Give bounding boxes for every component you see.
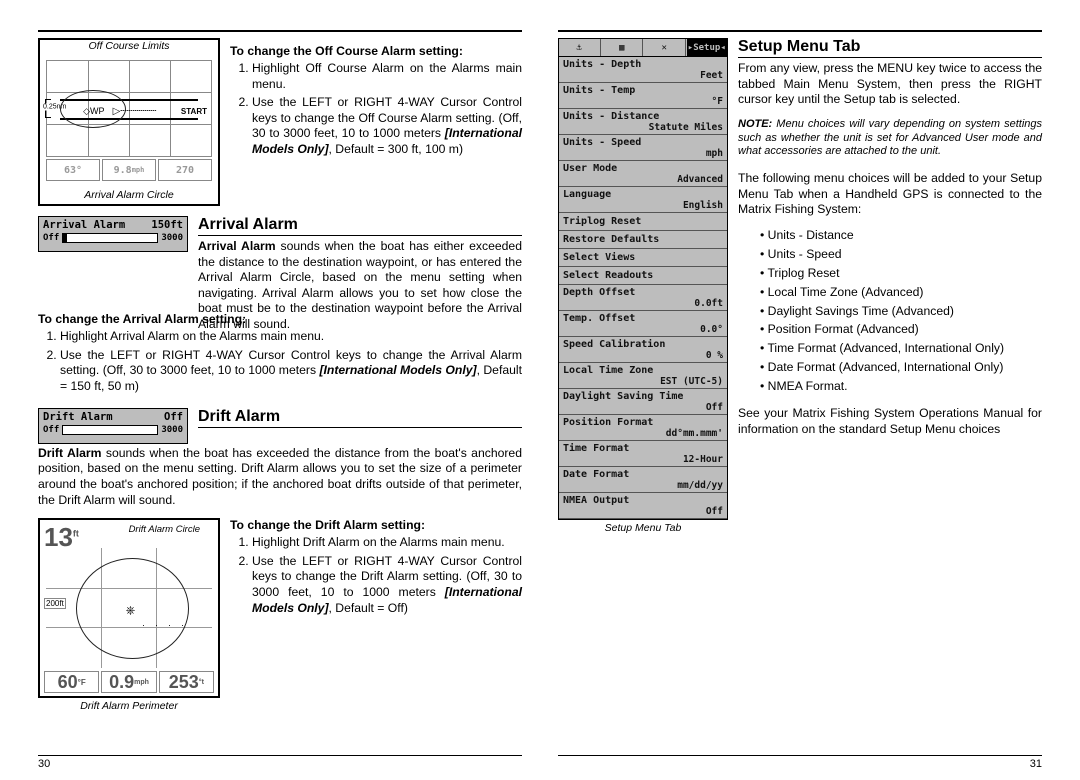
setup-row-1: Units - Temp°F: [559, 83, 727, 109]
oc-status-2: 270: [158, 159, 212, 181]
setup-bullet-0: Units - Distance: [760, 226, 1042, 245]
drift-range: 200ft: [44, 598, 66, 609]
drift-perimeter-label: Drift Alarm Perimeter: [38, 700, 220, 712]
setup-row-5: LanguageEnglish: [559, 187, 727, 213]
setup-tabs: ⚓ ▦ ✕ ▸Setup◂: [559, 39, 727, 57]
start-label: START: [181, 107, 207, 116]
setup-row-2: Units - DistanceStatute Miles: [559, 109, 727, 135]
oc-status-bar: 63° 9.8mph 270: [46, 159, 212, 181]
drift-header-row: Drift AlarmOff Off3000 Drift Alarm: [38, 408, 522, 444]
setup-tab-1: ▦: [602, 39, 644, 56]
off-course-top-label: Off Course Limits: [40, 40, 218, 52]
page-number-left: 30: [38, 756, 522, 770]
setup-closing: See your Matrix Fishing System Operation…: [738, 406, 1042, 437]
setup-bullets: Units - DistanceUnits - SpeedTriplog Res…: [738, 226, 1042, 396]
setup-bullet-3: Local Time Zone (Advanced): [760, 283, 1042, 302]
oc-step-2: Use the LEFT or RIGHT 4-WAY Cursor Contr…: [252, 95, 522, 157]
setup-row-6: Triplog Reset: [559, 213, 727, 231]
drift-alarm-box: Drift AlarmOff Off3000: [38, 408, 188, 444]
setup-row-13: Local Time ZoneEST (UTC-5): [559, 363, 727, 389]
setup-row-9: Select Readouts: [559, 267, 727, 285]
setup-bullet-2: Triplog Reset: [760, 264, 1042, 283]
off-course-bottom-label: Arrival Alarm Circle: [40, 189, 218, 201]
setup-row-8: Select Views: [559, 249, 727, 267]
drift-step-2: Use the LEFT or RIGHT 4-WAY Cursor Contr…: [252, 554, 522, 616]
setup-row-12: Speed Calibration0 %: [559, 337, 727, 363]
arrival-title: Arrival Alarm: [198, 216, 522, 236]
setup-row-4: User ModeAdvanced: [559, 161, 727, 187]
page-right: ⚓ ▦ ✕ ▸Setup◂ Units - DepthFeetUnits - T…: [540, 30, 1060, 770]
off-course-section: Off Course Limits 0.25nm: [38, 38, 522, 206]
setup-title: Setup Menu Tab: [738, 38, 1042, 58]
setup-bullet-8: NMEA Format.: [760, 377, 1042, 396]
off-course-diagram: Off Course Limits 0.25nm: [38, 38, 220, 206]
setup-intro: From any view, press the MENU key twice …: [738, 61, 1042, 108]
setup-row-17: Date Formatmm/dd/yy: [559, 467, 727, 493]
setup-text: Setup Menu Tab From any view, press the …: [738, 38, 1042, 534]
setup-note: NOTE: Menu choices will vary depending o…: [738, 118, 1042, 159]
setup-row-3: Units - Speedmph: [559, 135, 727, 161]
off-course-text: To change the Off Course Alarm setting: …: [230, 38, 522, 206]
setup-tab-3: ▸Setup◂: [687, 39, 728, 56]
drift-para: Drift Alarm sounds when the boat has exc…: [38, 446, 522, 508]
drift-title: Drift Alarm: [198, 408, 522, 428]
setup-row-11: Temp. Offset0.0°: [559, 311, 727, 337]
setup-section: ⚓ ▦ ✕ ▸Setup◂ Units - DepthFeetUnits - T…: [558, 38, 1042, 534]
arrival-heading: To change the Arrival Alarm setting:: [38, 312, 522, 326]
setup-bullet-7: Date Format (Advanced, International Onl…: [760, 358, 1042, 377]
drift-diagram: Drift Alarm Circle 13ft ⎈ . . . . 200ft …: [38, 518, 220, 712]
oc-status-0: 63°: [46, 159, 100, 181]
oc-step-1: Highlight Off Course Alarm on the Alarms…: [252, 61, 522, 92]
off-course-heading: To change the Off Course Alarm setting:: [230, 44, 522, 58]
arrival-alarm-box: Arrival Alarm150ft Off3000: [38, 216, 188, 252]
setup-row-7: Restore Defaults: [559, 231, 727, 249]
drift-circle-label: Drift Alarm Circle: [129, 524, 200, 535]
setup-bullet-4: Daylight Savings Time (Advanced): [760, 302, 1042, 321]
setup-row-15: Position Formatdd°mm.mmm': [559, 415, 727, 441]
setup-menu-diagram: ⚓ ▦ ✕ ▸Setup◂ Units - DepthFeetUnits - T…: [558, 38, 728, 534]
rule-top-right: [558, 30, 1042, 32]
drift-lower: Drift Alarm Circle 13ft ⎈ . . . . 200ft …: [38, 512, 522, 712]
arrival-steps: Highlight Arrival Alarm on the Alarms ma…: [38, 329, 522, 397]
oc-status-1: 9.8mph: [102, 159, 156, 181]
setup-caption: Setup Menu Tab: [558, 522, 728, 534]
arrival-para-full: Arrival Alarm: [38, 289, 522, 305]
setup-row-14: Daylight Saving TimeOff: [559, 389, 727, 415]
drift-heading: To change the Drift Alarm setting:: [230, 518, 522, 532]
arrival-step-2: Use the LEFT or RIGHT 4-WAY Cursor Contr…: [60, 348, 522, 395]
arrival-step-1: Highlight Arrival Alarm on the Alarms ma…: [60, 329, 522, 345]
rule-top: [38, 30, 522, 32]
drift-step-1: Highlight Drift Alarm on the Alarms main…: [252, 535, 522, 551]
page-number-right: 31: [558, 756, 1042, 770]
setup-bullet-1: Units - Speed: [760, 245, 1042, 264]
setup-tab-2: ✕: [644, 39, 686, 56]
setup-row-0: Units - DepthFeet: [559, 57, 727, 83]
page-left: Off Course Limits 0.25nm: [20, 30, 540, 770]
setup-bullet-5: Position Format (Advanced): [760, 320, 1042, 339]
setup-bullet-6: Time Format (Advanced, International Onl…: [760, 339, 1042, 358]
setup-row-16: Time Format12-Hour: [559, 441, 727, 467]
setup-row-10: Depth Offset0.0ft: [559, 285, 727, 311]
setup-row-18: NMEA OutputOff: [559, 493, 727, 519]
setup-tab-0: ⚓: [559, 39, 601, 56]
setup-para2: The following menu choices will be added…: [738, 171, 1042, 218]
